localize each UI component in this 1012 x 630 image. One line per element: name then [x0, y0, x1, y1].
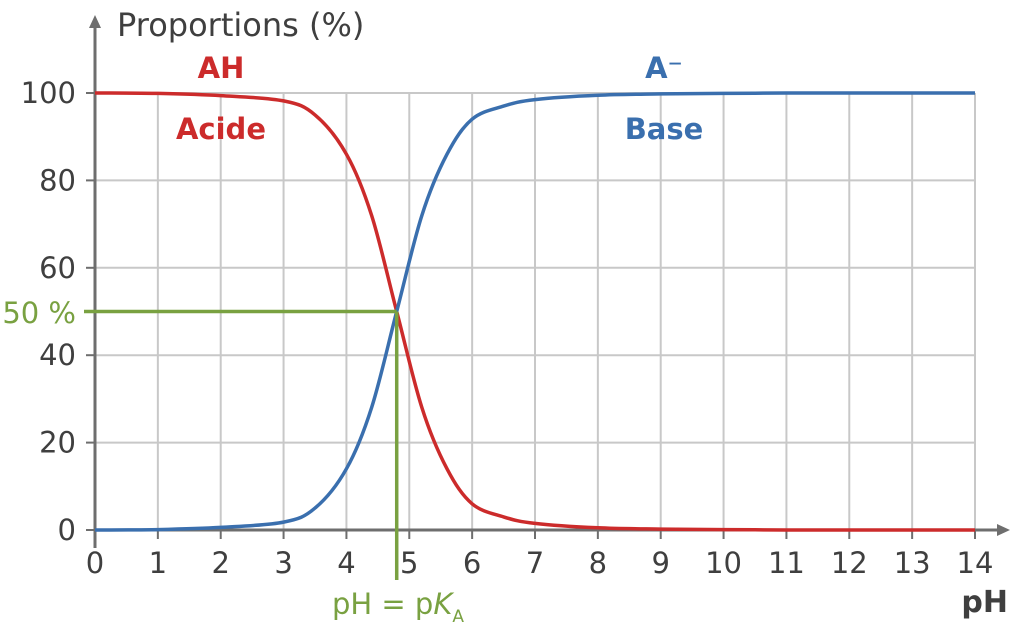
x-tick-label: 10 [705, 546, 742, 580]
labels: Proportions (%) pH AH Acide A⁻ Base 50 %… [2, 6, 1008, 627]
series-line-acid [94, 91, 975, 532]
x-axis-arrow [997, 524, 1010, 536]
series [94, 91, 975, 532]
y-tick-label: 60 [39, 251, 76, 285]
y-axis-title: Proportions (%) [117, 6, 364, 44]
series-label-ah-name: Acide [176, 112, 266, 146]
x-tick-label: 7 [526, 546, 544, 580]
half-label: 50 % [2, 296, 76, 330]
y-tick-label: 20 [39, 426, 76, 460]
x-tick-label: 13 [894, 546, 931, 580]
x-axis-title: pH [961, 585, 1008, 620]
x-tick-label: 0 [86, 546, 104, 580]
series-label-ah-formula: AH [198, 51, 245, 85]
x-tick-label: 14 [957, 546, 994, 580]
x-tick-label: 12 [831, 546, 868, 580]
equivalence-k: K [433, 587, 454, 621]
annotations [84, 309, 399, 580]
equivalence-label: pH = pKA [332, 587, 464, 627]
y-axis-arrow [89, 15, 101, 28]
equivalence-prefix: pH = p [332, 587, 433, 621]
x-tick-label: 6 [463, 546, 481, 580]
y-tick-label: 0 [58, 513, 76, 547]
y-tick-label: 100 [21, 76, 76, 110]
y-tick-label: 80 [39, 163, 76, 197]
x-tick-label: 3 [274, 546, 292, 580]
series-label-base-name: Base [625, 112, 704, 146]
series-line-base [94, 91, 975, 532]
x-tick-label: 1 [149, 546, 167, 580]
x-tick-label: 8 [589, 546, 607, 580]
x-tick-label: 2 [211, 546, 229, 580]
grid [95, 92, 976, 530]
x-tick-label: 9 [651, 546, 669, 580]
x-tick-label: 5 [400, 546, 418, 580]
series-label-base-formula: A⁻ [645, 51, 683, 85]
x-tick-label: 11 [768, 546, 805, 580]
x-tick-label: 4 [337, 546, 355, 580]
y-tick-label: 40 [39, 338, 76, 372]
equivalence-sub: A [452, 607, 464, 627]
